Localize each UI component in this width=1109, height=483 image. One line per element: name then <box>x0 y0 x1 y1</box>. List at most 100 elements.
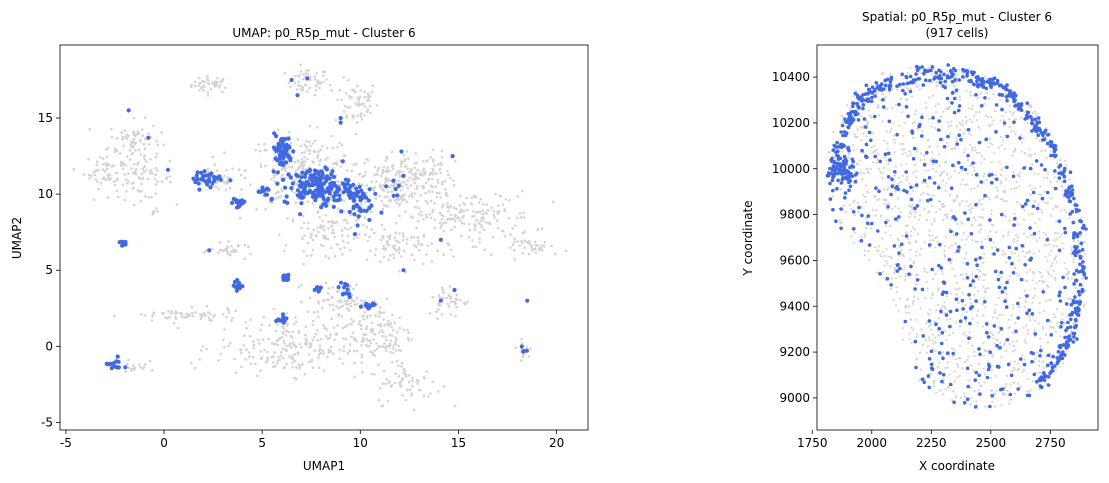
background-point <box>405 150 409 153</box>
background-point <box>395 249 399 252</box>
background-point <box>126 182 129 185</box>
background-point <box>1008 274 1011 278</box>
highlight-point <box>1003 286 1007 290</box>
background-point <box>174 310 177 313</box>
background-point <box>1056 162 1059 165</box>
background-point <box>1024 358 1027 361</box>
background-point <box>1023 255 1026 258</box>
background-point <box>1041 211 1044 214</box>
background-point <box>525 346 529 349</box>
background-point <box>140 182 143 185</box>
background-point <box>335 163 339 167</box>
background-point <box>936 303 940 306</box>
highlight-point <box>957 160 961 165</box>
background-point <box>359 324 363 327</box>
background-point <box>1037 322 1040 325</box>
background-point <box>943 205 946 208</box>
background-point <box>1045 244 1048 247</box>
background-point <box>206 94 210 97</box>
highlight-point <box>1077 293 1082 297</box>
background-point <box>930 151 934 154</box>
background-point <box>388 345 392 348</box>
background-point <box>414 205 418 209</box>
background-point <box>147 132 150 136</box>
background-point <box>940 173 943 176</box>
background-point <box>866 171 870 174</box>
highlight-point <box>339 209 344 214</box>
background-point <box>523 246 527 249</box>
background-point <box>325 328 328 331</box>
background-point <box>132 163 136 166</box>
background-point <box>975 151 979 155</box>
background-point <box>1040 346 1043 349</box>
background-point <box>271 201 274 204</box>
highlight-point <box>1056 358 1061 363</box>
highlight-point <box>938 80 943 85</box>
background-point <box>1024 151 1027 155</box>
background-point <box>938 153 941 156</box>
highlight-point <box>1045 237 1050 242</box>
highlight-point <box>918 122 922 127</box>
background-point <box>276 361 279 365</box>
highlight-point <box>949 229 953 234</box>
background-point <box>289 346 293 349</box>
background-point <box>945 215 949 218</box>
background-point <box>970 207 973 210</box>
background-point <box>128 158 132 161</box>
background-point <box>372 373 376 376</box>
background-point <box>373 173 376 177</box>
background-point <box>256 338 260 342</box>
background-point <box>935 170 938 173</box>
highlight-point <box>1046 353 1051 358</box>
background-point <box>143 165 146 168</box>
background-point <box>222 338 225 342</box>
background-point <box>971 317 974 320</box>
background-point <box>1018 175 1021 178</box>
highlight-point <box>1006 362 1011 367</box>
background-point <box>125 155 129 158</box>
highlight-point <box>995 343 999 348</box>
background-point <box>311 338 315 342</box>
highlight-point <box>196 181 201 186</box>
background-point <box>410 253 414 257</box>
background-point <box>149 172 152 175</box>
highlight-point <box>1005 165 1009 170</box>
background-point <box>919 159 922 162</box>
background-point <box>1023 294 1026 297</box>
highlight-point <box>123 242 128 247</box>
background-point <box>203 251 206 254</box>
background-point <box>218 241 222 244</box>
background-point <box>956 288 960 291</box>
background-point <box>356 302 359 306</box>
highlight-point <box>994 130 998 134</box>
background-point <box>283 71 287 75</box>
highlight-point <box>922 71 926 76</box>
background-point <box>366 239 370 243</box>
highlight-point <box>310 183 315 188</box>
highlight-point <box>1012 120 1016 124</box>
background-point <box>327 287 331 290</box>
highlight-point <box>438 237 443 242</box>
highlight-point <box>873 94 877 98</box>
background-point <box>967 355 970 358</box>
background-point <box>440 218 444 221</box>
background-point <box>199 313 202 316</box>
background-point <box>313 93 317 97</box>
highlight-point <box>303 182 308 187</box>
background-point <box>365 191 368 195</box>
background-point <box>369 341 373 345</box>
background-point <box>216 76 219 80</box>
background-point <box>1022 232 1026 235</box>
background-point <box>996 348 1000 351</box>
highlight-point <box>856 118 861 122</box>
background-point <box>912 260 916 264</box>
background-point <box>513 237 516 240</box>
background-point <box>978 216 981 219</box>
background-point <box>297 166 300 170</box>
background-point <box>126 362 129 366</box>
background-point <box>370 372 374 376</box>
x-tick-label: 15 <box>451 436 466 450</box>
background-point <box>908 338 912 341</box>
background-point <box>409 215 413 218</box>
highlight-point <box>886 175 891 179</box>
